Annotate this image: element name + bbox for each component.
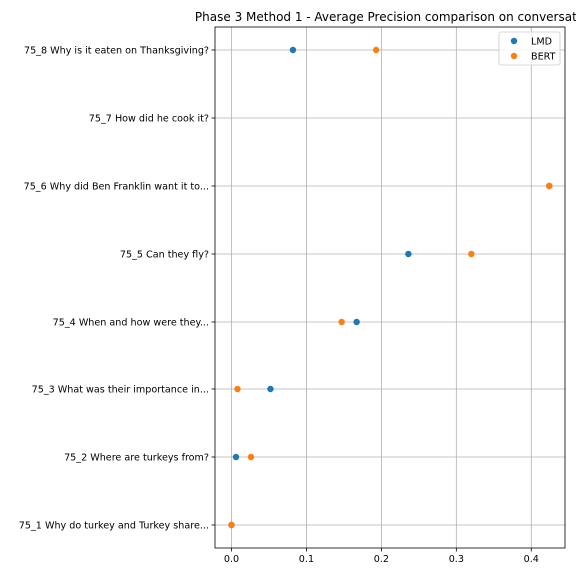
- point-lmd-7: [289, 46, 297, 54]
- point-bert-2: [234, 385, 241, 393]
- point-bert-1: [247, 453, 255, 461]
- point-lmd-2: [267, 385, 274, 393]
- y-tick-label-2: 75_3 What was their importance in...: [32, 385, 209, 396]
- point-bert-7: [372, 46, 380, 54]
- plot-axes: [214, 26, 566, 549]
- plot-frame: [214, 26, 566, 549]
- x-tick-label-1: 0.1: [299, 554, 314, 565]
- y-tick-label-1: 75_2 Where are turkeys from?: [64, 453, 209, 464]
- y-tick-label-0: 75_1 Why do turkey and Turkey share...: [19, 521, 209, 532]
- point-bert-4: [468, 250, 475, 258]
- legend-marker-lmd: [510, 37, 518, 45]
- x-tick-label-3: 0.3: [449, 554, 464, 565]
- legend-marker-bert: [510, 52, 518, 60]
- point-bert-5: [546, 182, 553, 190]
- y-tick-label-4: 75_5 Can they fly?: [120, 250, 209, 261]
- chart-title: Phase 3 Method 1 - Average Precision com…: [195, 10, 576, 24]
- y-tick-label-3: 75_4 When and how were they...: [53, 318, 209, 329]
- legend-label-lmd: LMD: [531, 37, 552, 48]
- y-tick-label-6: 75_7 How did he cook it?: [89, 114, 209, 125]
- point-bert-3: [338, 318, 345, 326]
- x-tick-label-4: 0.4: [524, 554, 539, 565]
- data-points: [228, 46, 553, 529]
- x-tick-label-2: 0.2: [374, 554, 389, 565]
- y-tick-label-5: 75_6 Why did Ben Franklin want it to...: [24, 182, 209, 193]
- y-tick-label-7: 75_8 Why is it eaten on Thanksgiving?: [24, 46, 209, 57]
- point-bert-0: [228, 521, 235, 529]
- tick-labels: 0.0 0.1 0.2 0.3 0.4 75_1 Why do turkey and Tu…: [19, 46, 539, 566]
- point-lmd-4: [405, 250, 412, 258]
- x-tick-label-0: 0.0: [224, 554, 239, 565]
- point-lmd-1: [232, 453, 240, 461]
- legend: LMD BERT: [498, 31, 561, 66]
- legend-label-bert: BERT: [531, 52, 556, 63]
- point-lmd-3: [353, 318, 360, 326]
